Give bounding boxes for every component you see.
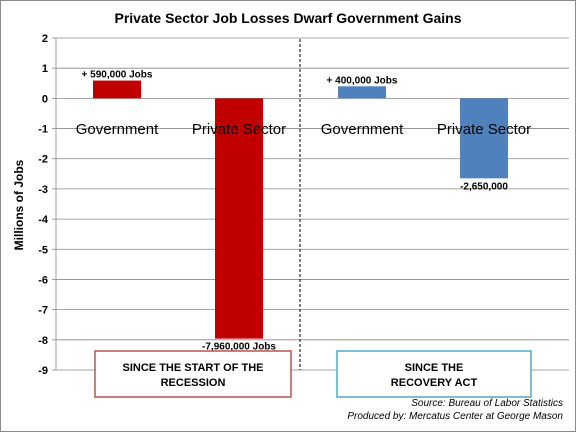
y-tick-label: 2 [42,33,48,45]
chart-title: Private Sector Job Losses Dwarf Governme… [114,10,461,26]
value-label: -7,960,000 Jobs [202,342,276,353]
y-tick-label: -6 [38,274,48,286]
bar [460,98,508,179]
group-label-box [336,350,532,398]
category-label: Government [76,121,159,138]
y-tick-label: -5 [38,244,48,256]
y-tick-label: -7 [38,305,48,317]
y-axis: 2 1 0 -1 -2 -3 -4 -5 -6 -7 -8 -9 [38,33,57,377]
category-label: Government [321,121,404,138]
value-label: -2,650,000 [460,181,508,192]
bar [93,80,141,99]
y-tick-label: -9 [38,365,48,377]
y-tick-label: -3 [38,184,48,196]
value-labels: + 590,000 Jobs -7,960,000 Jobs + 400,000 J… [82,70,509,353]
group-boxes: SINCE THE START OF THE RECESSION SINCE THE… [94,350,532,398]
bar [215,98,263,339]
source-line: Source: Bureau of Labor Statistics [411,398,563,409]
group-label-text: SINCE THE START OF THE [123,362,264,374]
category-labels: Government Private Sector Government Privat… [76,121,531,138]
y-tick-label: -2 [38,154,48,166]
bar [338,86,386,99]
group-label-text: RECOVERY ACT [391,377,478,389]
category-label: Private Sector [192,121,286,138]
group-label-text: SINCE THE [405,362,464,374]
group-label-text: RECESSION [161,377,226,389]
value-label: + 400,000 Jobs [327,75,398,86]
y-tick-label: -8 [38,335,48,347]
group-label-box [94,350,292,398]
y-axis-label: Millions of Jobs [12,159,26,250]
y-tick-label: 0 [42,93,48,105]
y-tick-label: -1 [38,124,48,136]
y-tick-label: 1 [42,63,48,75]
category-label: Private Sector [437,121,531,138]
value-label: + 590,000 Jobs [82,70,153,81]
source-note: Source: Bureau of Labor Statistics Produc… [347,398,563,422]
source-line: Produced by: Mercatus Center at George M… [347,411,563,422]
bars [93,80,508,339]
y-tick-label: -4 [38,214,49,226]
